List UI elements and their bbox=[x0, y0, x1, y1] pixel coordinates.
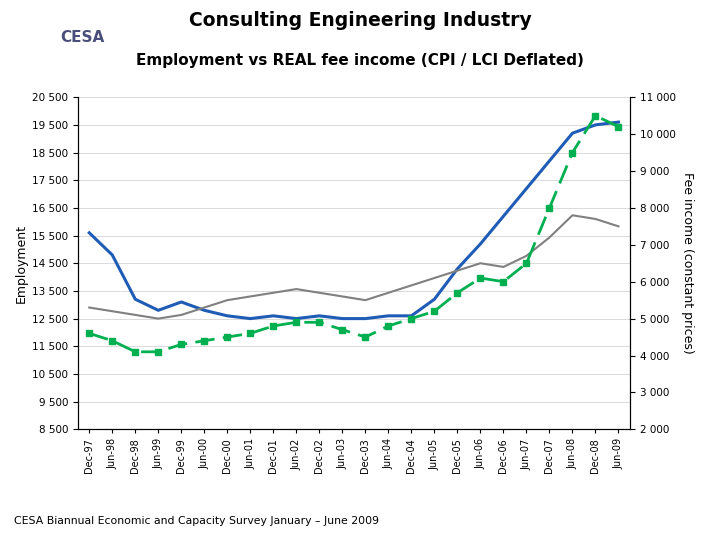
Text: CESA: CESA bbox=[60, 30, 105, 45]
Text: Consulting Engineering Industry: Consulting Engineering Industry bbox=[189, 11, 531, 30]
Text: Employment vs REAL fee income (CPI / LCI Deflated): Employment vs REAL fee income (CPI / LCI… bbox=[136, 53, 584, 68]
Text: CESA Biannual Economic and Capacity Survey January – June 2009: CESA Biannual Economic and Capacity Surv… bbox=[14, 516, 379, 526]
Y-axis label: Fee income (constant prices): Fee income (constant prices) bbox=[681, 172, 694, 354]
Y-axis label: Employment: Employment bbox=[14, 224, 28, 303]
